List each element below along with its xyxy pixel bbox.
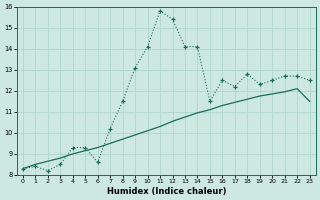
X-axis label: Humidex (Indice chaleur): Humidex (Indice chaleur): [107, 187, 226, 196]
